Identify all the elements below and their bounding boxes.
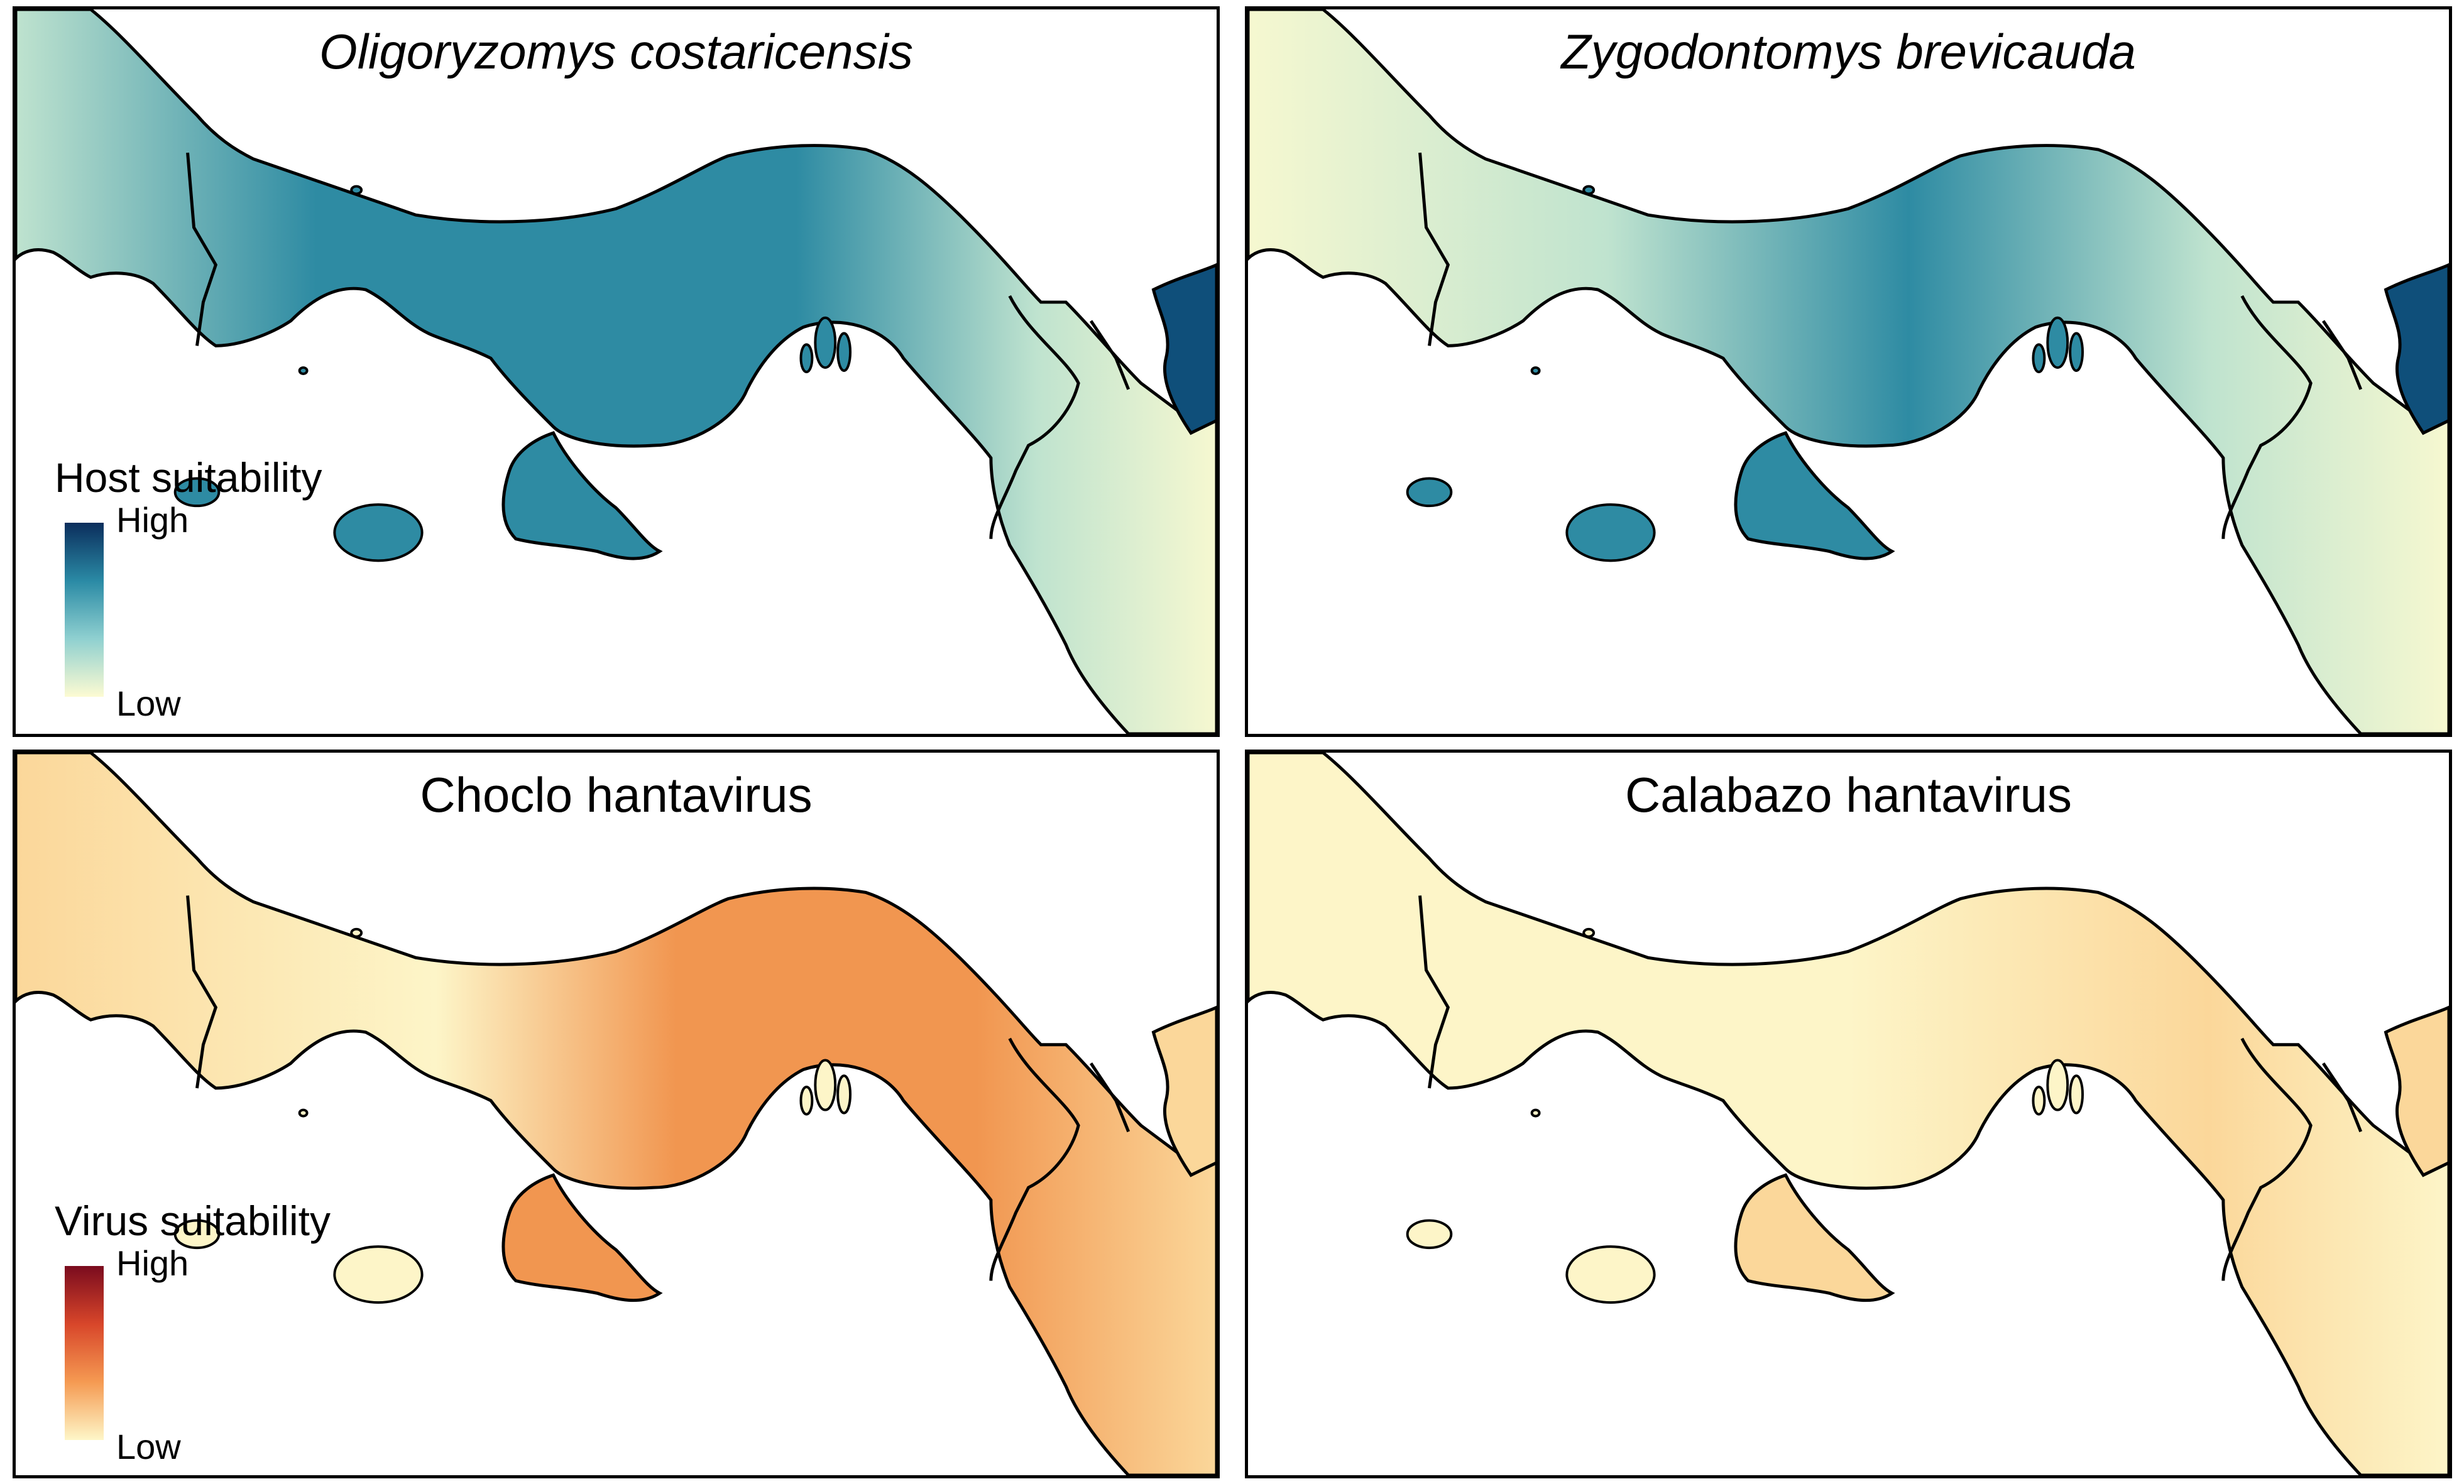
legend-high-label: High — [116, 1243, 189, 1283]
azuero-peninsula — [501, 1173, 663, 1302]
island — [1406, 477, 1453, 508]
legend-low-label: Low — [116, 684, 181, 723]
country-border — [2221, 295, 2313, 539]
land-area — [16, 753, 1217, 1475]
suitability-map — [1248, 753, 2449, 1475]
legend-low-label: Low — [116, 1427, 181, 1466]
panel-title: Oligoryzomys costaricensis — [319, 24, 913, 79]
land-area — [1248, 753, 2449, 1475]
azuero-peninsula — [1734, 431, 1895, 560]
country-border — [1418, 152, 1450, 346]
island — [799, 1086, 814, 1116]
legend-title: Virus suitability — [55, 1198, 331, 1244]
island — [2046, 1059, 2069, 1111]
island — [173, 1219, 221, 1250]
island — [1530, 1108, 1541, 1118]
suitability-map — [1248, 9, 2449, 734]
azuero-peninsula — [501, 431, 663, 560]
island — [836, 1074, 852, 1115]
country-border — [1418, 895, 1450, 1089]
azuero-peninsula — [1734, 1173, 1895, 1302]
land-area-east — [1151, 263, 1217, 435]
island — [350, 927, 363, 938]
map-panel-oligoryzomys: Oligoryzomys costaricensis Host suitabil… — [13, 6, 1220, 737]
country-border — [2321, 1062, 2363, 1133]
legend-gradient-virus — [65, 1266, 104, 1440]
island — [814, 1059, 837, 1111]
country-border — [186, 152, 218, 346]
land-area-east — [1151, 1005, 1217, 1177]
country-border — [186, 895, 218, 1089]
island — [298, 366, 309, 375]
island — [2069, 332, 2084, 372]
island — [333, 1245, 424, 1304]
island — [298, 1108, 309, 1118]
country-border — [2221, 1037, 2313, 1281]
island — [2069, 1074, 2084, 1115]
island — [1565, 503, 1656, 562]
map-panel-zygodontomys: Zygodontomys brevicauda — [1245, 6, 2452, 737]
map-panel-calabazo: Calabazo hantavirus — [1245, 750, 2452, 1478]
country-border — [1089, 1062, 1131, 1133]
island — [350, 185, 363, 195]
island — [333, 503, 424, 562]
island — [1582, 185, 1596, 195]
island — [836, 332, 852, 372]
island — [173, 477, 221, 508]
land-area-east — [2384, 263, 2449, 435]
legend-gradient-host — [65, 523, 104, 697]
island — [1406, 1219, 1453, 1250]
panel-title: Zygodontomys brevicauda — [1561, 24, 2136, 79]
suitability-map — [16, 753, 1217, 1475]
country-border — [989, 295, 1080, 539]
island — [814, 316, 837, 369]
panel-title: Choclo hantavirus — [420, 767, 813, 822]
land-area-east — [2384, 1005, 2449, 1177]
island — [1565, 1245, 1656, 1304]
country-border — [2321, 320, 2363, 390]
legend-high-label: High — [116, 500, 189, 540]
land-area — [1248, 9, 2449, 734]
island — [1530, 366, 1541, 375]
map-panel-choclo: Choclo hantavirus Virus suitability High… — [13, 750, 1220, 1478]
panel-title: Calabazo hantavirus — [1624, 767, 2072, 822]
country-border — [1089, 320, 1131, 390]
island — [2032, 343, 2046, 373]
country-border — [989, 1037, 1080, 1281]
island — [2032, 1086, 2046, 1116]
island — [2046, 316, 2069, 369]
land-area — [16, 9, 1217, 734]
island — [1582, 927, 1596, 938]
suitability-map — [16, 9, 1217, 734]
island — [799, 343, 814, 373]
legend-title: Host suitability — [55, 454, 322, 501]
